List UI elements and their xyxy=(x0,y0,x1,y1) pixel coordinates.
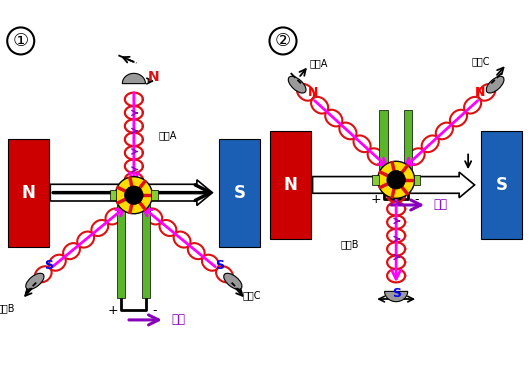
Text: 电流: 电流 xyxy=(171,314,185,326)
Circle shape xyxy=(377,161,414,198)
FancyBboxPatch shape xyxy=(270,131,311,239)
Bar xyxy=(142,193,150,298)
Bar xyxy=(117,193,126,298)
Ellipse shape xyxy=(288,76,306,93)
Circle shape xyxy=(116,177,153,214)
Text: S: S xyxy=(392,288,401,300)
Text: 线圈C: 线圈C xyxy=(472,57,490,66)
Text: N: N xyxy=(307,86,318,99)
Text: S: S xyxy=(216,260,225,272)
Text: -: - xyxy=(152,304,157,317)
Text: +: + xyxy=(370,194,381,206)
Ellipse shape xyxy=(26,273,44,290)
Text: ①: ① xyxy=(13,32,29,50)
Polygon shape xyxy=(122,74,145,84)
Bar xyxy=(152,190,157,200)
Bar xyxy=(413,175,420,184)
Text: 线圈A: 线圈A xyxy=(158,130,176,140)
Text: 线圈B: 线圈B xyxy=(0,303,14,313)
Text: 线圈B: 线圈B xyxy=(341,239,359,249)
Text: S: S xyxy=(233,184,245,202)
Text: -: - xyxy=(414,194,419,206)
Text: S: S xyxy=(496,176,508,194)
Ellipse shape xyxy=(224,273,242,290)
Text: N: N xyxy=(284,176,298,194)
Circle shape xyxy=(125,186,143,204)
Text: +: + xyxy=(108,304,119,317)
Text: 电流: 电流 xyxy=(434,198,447,211)
Bar xyxy=(373,175,378,184)
Bar xyxy=(404,110,412,188)
Polygon shape xyxy=(385,291,408,302)
Text: 线圈A: 线圈A xyxy=(310,58,328,68)
Text: S: S xyxy=(45,260,54,272)
FancyBboxPatch shape xyxy=(481,131,522,239)
Text: ②: ② xyxy=(275,32,291,50)
Circle shape xyxy=(387,171,405,189)
Bar xyxy=(110,190,117,200)
Bar xyxy=(379,110,387,188)
FancyArrow shape xyxy=(313,172,474,198)
Text: N: N xyxy=(148,70,160,84)
FancyArrow shape xyxy=(50,180,213,206)
Text: N: N xyxy=(22,184,36,202)
FancyBboxPatch shape xyxy=(8,139,49,247)
Text: 线圈C: 线圈C xyxy=(243,291,261,300)
FancyBboxPatch shape xyxy=(219,139,260,247)
Ellipse shape xyxy=(486,76,504,93)
Text: N: N xyxy=(474,86,485,99)
